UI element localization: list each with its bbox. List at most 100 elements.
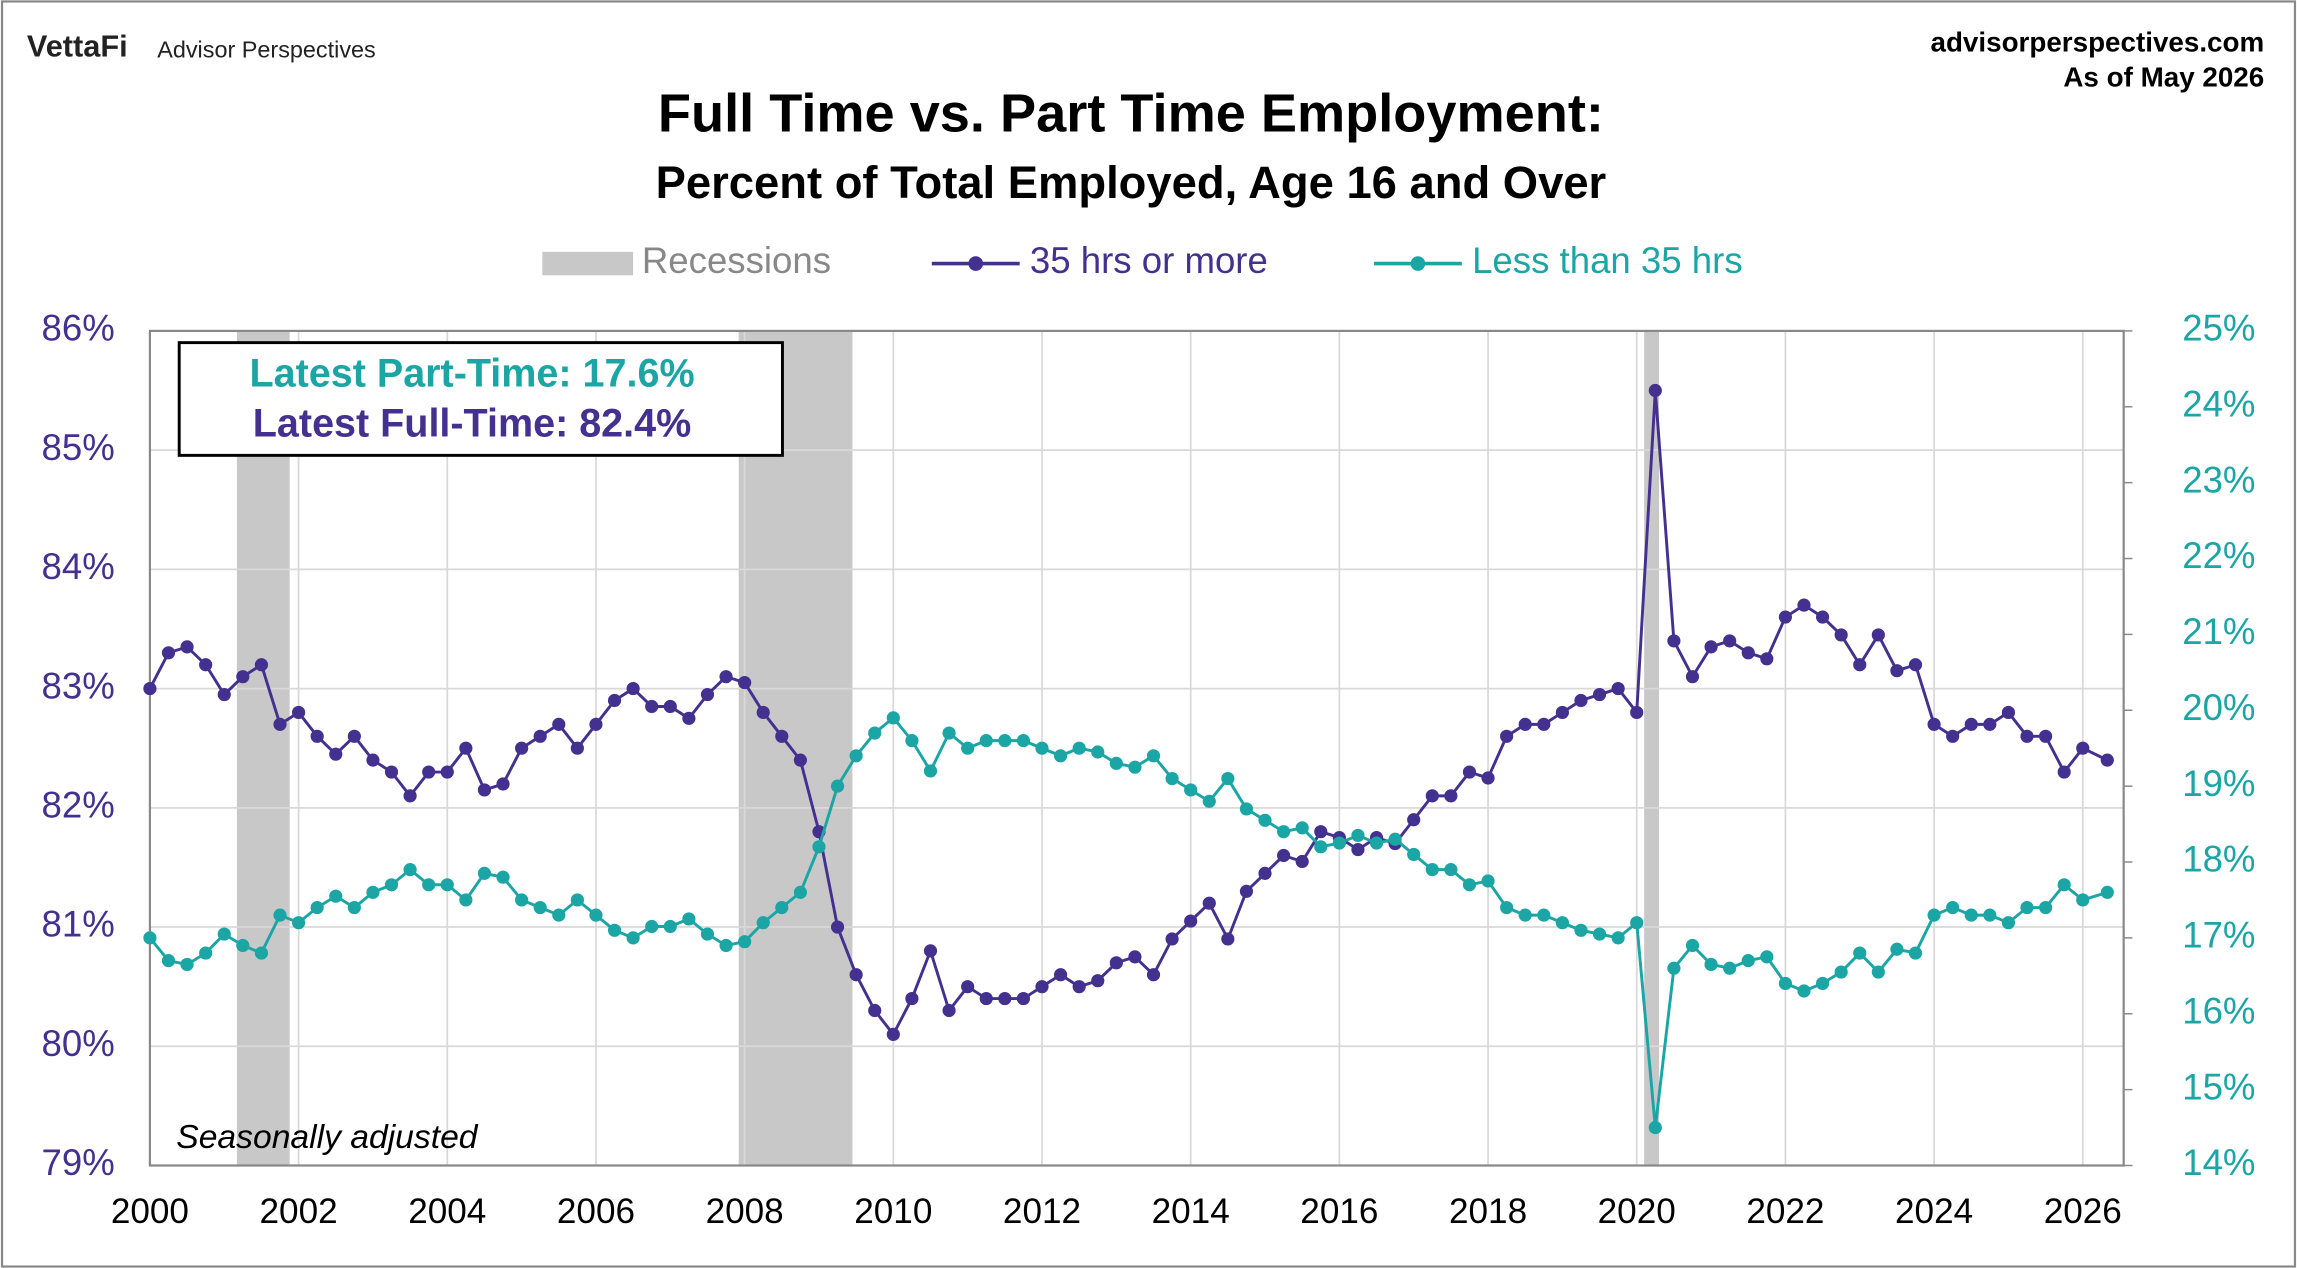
series-marker: [923, 944, 938, 958]
series-marker: [1853, 946, 1867, 960]
series-marker: [1518, 717, 1532, 731]
series-marker: [1574, 923, 1588, 937]
series-marker: [384, 765, 399, 779]
series-marker: [1760, 950, 1774, 964]
series-marker: [477, 866, 492, 880]
series-marker: [1741, 646, 1755, 660]
annotation-box: [177, 341, 784, 457]
series-marker: [1946, 729, 1960, 743]
series-marker: [459, 893, 473, 907]
as-of-date: As of May 2026: [2063, 61, 2264, 92]
x-tick-label: 2008: [706, 1192, 784, 1231]
series-marker: [700, 687, 715, 702]
series-marker: [477, 783, 492, 797]
note: Seasonally adjusted: [176, 1119, 479, 1156]
series-marker: [180, 640, 194, 654]
series-marker: [254, 658, 269, 672]
series-marker: [1277, 825, 1291, 839]
series-marker: [1648, 1120, 1662, 1135]
series-marker: [2100, 885, 2114, 899]
series-marker: [1016, 991, 1031, 1006]
series-marker: [292, 916, 306, 930]
series-marker: [1946, 900, 1960, 915]
series-marker: [607, 923, 622, 937]
series-marker: [570, 741, 584, 755]
series-marker: [496, 870, 510, 884]
series-marker: [1351, 828, 1365, 843]
series-marker: [979, 734, 993, 748]
annotation-part-time: Latest Part-Time: 17.6%: [249, 352, 694, 396]
series-marker: [2039, 729, 2053, 743]
series-marker: [1295, 821, 1309, 835]
series-marker: [292, 705, 306, 720]
series-marker: [403, 863, 417, 877]
series-marker: [1685, 938, 1700, 953]
series-marker: [1146, 749, 1161, 763]
legend-label: Less than 35 hrs: [1472, 240, 1743, 281]
series-marker: [589, 908, 603, 922]
series-marker: [645, 699, 659, 714]
series-marker: [1444, 863, 1458, 877]
series-marker: [459, 741, 473, 755]
series-marker: [1704, 957, 1718, 972]
series-marker: [1723, 634, 1737, 648]
plot-area: 79% 80% 81% 82% 83% 84% 85% 86% 14% 15% 16% 17% 18% 1…: [42, 308, 2256, 1232]
series-line: [148, 715, 2108, 1128]
y2-tick-label: 14%: [2182, 1142, 2255, 1183]
series-marker: [1221, 932, 1235, 946]
series-marker: [236, 938, 250, 953]
series-marker: [533, 900, 547, 915]
series-marker: [1314, 825, 1328, 839]
chart-subtitle: Percent of Total Employed, Age 16 and Ov…: [656, 157, 1607, 208]
series-marker: [1072, 741, 1086, 755]
series-marker: [719, 670, 733, 684]
series-marker: [1202, 896, 1216, 910]
series-marker: [1983, 717, 1997, 731]
series-marker: [1221, 771, 1235, 786]
series-marker: [1704, 640, 1718, 654]
series-marker: [979, 991, 993, 1006]
x-tick-label: 2026: [2044, 1192, 2122, 1231]
series-marker: [1258, 866, 1272, 880]
series-marker: [1388, 832, 1402, 846]
series-marker: [1853, 658, 1867, 672]
series-marker: [607, 693, 622, 708]
series-marker: [440, 765, 454, 779]
series-marker: [1481, 771, 1495, 785]
product: Advisor Perspectives: [157, 36, 376, 62]
series-marker: [886, 711, 900, 725]
series-marker: [1648, 383, 1662, 398]
series-marker: [1239, 884, 1254, 898]
series-marker: [1165, 932, 1179, 946]
series-marker: [1518, 908, 1532, 922]
series-marker: [756, 705, 770, 720]
y-tick-label: 79%: [42, 1142, 115, 1183]
series-marker: [1871, 628, 1885, 642]
x-tick-label: 2004: [408, 1192, 486, 1231]
series-marker: [347, 729, 361, 743]
series-marker: [1091, 974, 1105, 988]
series-marker: [1890, 664, 1904, 678]
annotation-full-time: Latest Full-Time: 82.4%: [253, 402, 691, 446]
series-marker: [1277, 848, 1291, 863]
series-marker: [1592, 927, 1607, 941]
legend-swatch: [542, 251, 634, 276]
y-tick-label: 80%: [42, 1023, 115, 1064]
x-tick-label: 2016: [1300, 1192, 1378, 1231]
series-marker: [143, 682, 157, 696]
y2-tick-label: 16%: [2182, 990, 2255, 1031]
legend-label: 35 hrs or more: [1030, 240, 1268, 281]
series-marker: [1555, 916, 1569, 930]
series-marker: [2020, 900, 2034, 915]
series-marker: [738, 935, 752, 949]
series-marker: [868, 1003, 882, 1018]
series-marker: [1016, 734, 1031, 748]
y2-tick-label: 21%: [2182, 611, 2255, 652]
series-marker: [329, 747, 343, 761]
series-marker: [923, 764, 938, 778]
y2-tick-label: 24%: [2182, 383, 2255, 424]
series-marker: [1239, 802, 1254, 816]
series-marker: [719, 938, 733, 953]
series-marker: [589, 717, 603, 731]
